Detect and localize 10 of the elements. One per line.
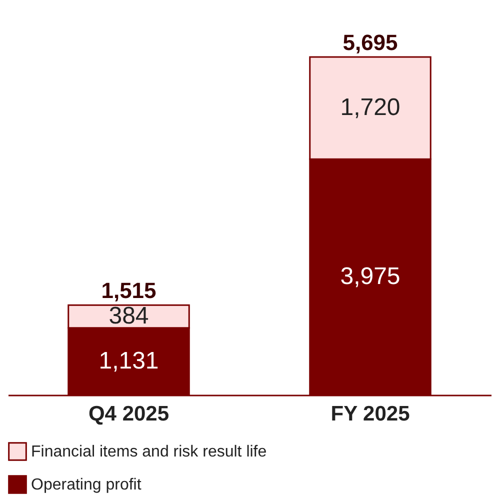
x-tick-label: FY 2025: [330, 402, 410, 426]
x-tick-label: Q4 2025: [88, 402, 170, 426]
total-label: 5,695: [342, 30, 398, 55]
legend-label: Operating profit: [31, 476, 142, 494]
data-label: 384: [108, 302, 149, 330]
data-label: 1,131: [98, 347, 159, 374]
data-label: 3,975: [340, 263, 400, 290]
data-label: 1,720: [340, 94, 400, 122]
legend-label: Financial items and risk result life: [31, 444, 267, 460]
total-label: 1,515: [101, 278, 156, 304]
